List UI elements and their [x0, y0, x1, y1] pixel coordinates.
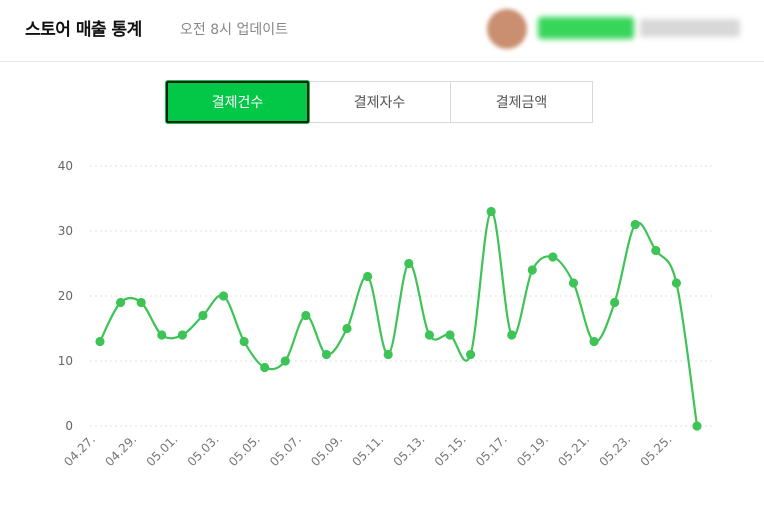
x-tick-label: 05.07. — [267, 432, 304, 469]
y-tick-label: 0 — [65, 419, 73, 433]
data-point-05.23.[interactable] — [630, 219, 640, 230]
data-point-05.07.[interactable] — [301, 310, 311, 321]
y-tick-label: 30 — [58, 224, 73, 238]
page-title: 스토어 매출 통계 — [25, 20, 142, 40]
tab-payment-amount[interactable]: 결제금액 — [450, 81, 593, 123]
data-point-04.30.[interactable] — [157, 330, 167, 340]
data-point-04.28.[interactable] — [115, 297, 126, 308]
payment-count-line-chart: 0 10 20 30 40 04.27. 04.29. 05.01. 05.03. 05.05.… — [58, 159, 712, 469]
data-point-05.08.[interactable] — [321, 349, 332, 360]
tab-payer-count[interactable]: 결제자수 — [308, 81, 451, 123]
data-point-05.26.[interactable] — [692, 421, 702, 431]
series-points — [95, 206, 702, 431]
data-point-05.02.[interactable] — [198, 310, 208, 321]
data-point-04.29.[interactable] — [136, 297, 146, 308]
data-point-05.10.[interactable] — [363, 271, 373, 282]
data-point-05.25.[interactable] — [671, 278, 682, 288]
data-point-04.27.[interactable] — [95, 336, 105, 347]
x-tick-label: 05.03. — [185, 432, 222, 469]
data-point-05.15.[interactable] — [465, 349, 476, 360]
x-tick-label: 05.17. — [473, 432, 510, 469]
data-point-05.24.[interactable] — [651, 245, 661, 256]
tab-payment-count[interactable]: 결제건수 — [166, 81, 309, 123]
x-tick-label: 04.27. — [61, 432, 98, 469]
data-point-05.01.[interactable] — [177, 330, 187, 340]
x-tick-label: 05.23. — [596, 432, 633, 469]
x-tick-label: 05.11. — [349, 432, 386, 469]
user-name-redacted[interactable] — [538, 17, 634, 39]
data-point-05.20.[interactable] — [568, 278, 579, 288]
data-point-05.17.[interactable] — [507, 330, 517, 340]
data-point-05.09.[interactable] — [342, 323, 352, 334]
user-avatar[interactable] — [487, 9, 527, 49]
metric-tabs: 결제건수 결제자수 결제금액 — [166, 81, 593, 123]
data-point-05.16.[interactable] — [486, 206, 496, 217]
data-point-05.11.[interactable] — [383, 349, 393, 360]
x-tick-label: 05.05. — [226, 432, 263, 469]
data-point-05.22.[interactable] — [610, 297, 620, 308]
data-point-05.06.[interactable] — [280, 356, 290, 366]
data-point-05.14.[interactable] — [445, 330, 455, 340]
data-point-05.04.[interactable] — [239, 336, 249, 347]
x-tick-label: 05.13. — [391, 432, 428, 469]
x-axis-ticks: 04.27. 04.29. 05.01. 05.03. 05.05. 05.07. 05.0… — [61, 432, 674, 469]
data-point-05.12.[interactable] — [404, 258, 414, 269]
y-axis-ticks: 0 10 20 30 40 — [58, 159, 73, 433]
data-point-05.21.[interactable] — [589, 336, 599, 347]
series-line — [99, 210, 699, 427]
x-tick-label: 05.21. — [555, 432, 592, 469]
x-tick-label: 04.29. — [102, 432, 139, 469]
store-name-redacted[interactable] — [640, 19, 740, 37]
data-point-05.19.[interactable] — [548, 252, 558, 262]
y-tick-label: 10 — [58, 354, 73, 368]
data-point-05.05.[interactable] — [260, 362, 270, 373]
data-point-05.13.[interactable] — [424, 330, 434, 340]
x-tick-label: 05.25. — [638, 432, 675, 469]
page-header: 스토어 매출 통계 오전 8시 업데이트 — [0, 0, 764, 62]
data-point-05.03.[interactable] — [218, 291, 229, 301]
x-tick-label: 05.01. — [144, 432, 181, 469]
data-point-05.18.[interactable] — [527, 265, 537, 275]
update-time-label: 오전 8시 업데이트 — [180, 22, 288, 38]
y-tick-label: 40 — [58, 159, 73, 173]
x-tick-label: 05.09. — [308, 432, 345, 469]
x-tick-label: 05.15. — [432, 432, 469, 469]
x-tick-label: 05.19. — [514, 432, 551, 469]
y-tick-label: 20 — [58, 289, 73, 303]
